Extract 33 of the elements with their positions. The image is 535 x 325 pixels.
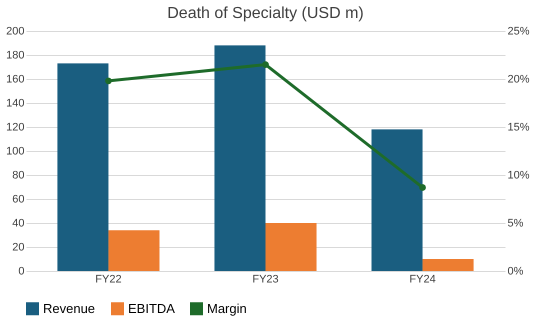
point xyxy=(105,78,112,84)
y-tick-label: 120 xyxy=(6,122,24,134)
legend-label: EBITDA xyxy=(128,300,176,316)
y-tick-label: 200 xyxy=(6,26,24,38)
x-tick-label: FY24 xyxy=(409,274,436,286)
y-tick-label: 80 xyxy=(12,170,24,182)
y-tick-label: 140 xyxy=(6,98,24,110)
legend-label: Margin xyxy=(207,300,247,316)
y2-tick-label: 10% xyxy=(508,170,530,182)
y2-tick-label: 5% xyxy=(508,218,524,230)
y-tick-label: 180 xyxy=(6,50,24,62)
chart-title: Death of Specialty (USD m) xyxy=(167,5,364,22)
bar xyxy=(372,129,423,271)
point xyxy=(262,61,269,68)
y2-tick-label: 20% xyxy=(508,74,530,86)
bar xyxy=(422,259,474,271)
bar xyxy=(266,223,317,271)
y-tick-label: 0 xyxy=(18,266,24,278)
bar xyxy=(214,45,266,271)
x-tick-label: FY22 xyxy=(95,274,122,286)
bar xyxy=(108,230,160,271)
y-tick-label: 160 xyxy=(6,74,24,86)
bar xyxy=(57,63,108,271)
y-tick-label: 60 xyxy=(12,194,24,206)
point xyxy=(419,184,426,191)
y2-tick-label: 15% xyxy=(508,122,530,134)
y-tick-label: 20 xyxy=(12,242,24,254)
x-tick-label: FY23 xyxy=(252,274,279,286)
y2-tick-label: 25% xyxy=(508,26,530,38)
legend-label: Revenue xyxy=(43,300,96,316)
y-tick-label: 100 xyxy=(6,146,24,158)
y-tick-label: 40 xyxy=(12,218,24,230)
y2-tick-label: 0% xyxy=(508,266,524,278)
